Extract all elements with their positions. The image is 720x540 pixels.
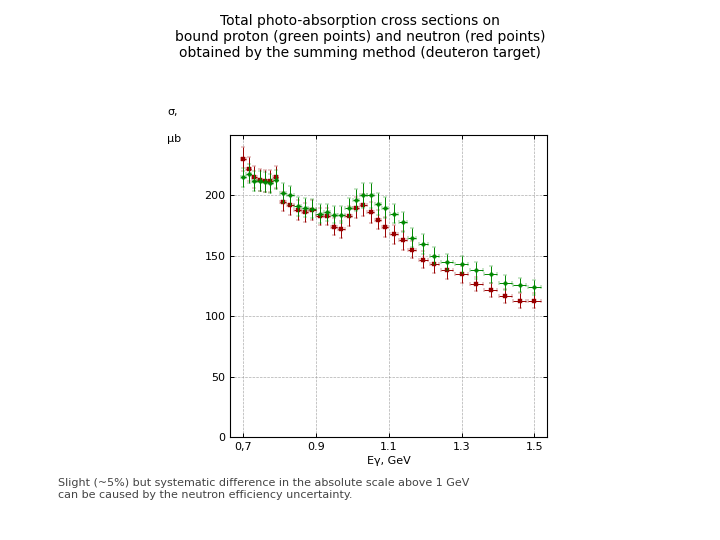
X-axis label: Eγ, GeV: Eγ, GeV — [367, 456, 410, 467]
Text: μb: μb — [167, 134, 181, 144]
Text: Slight (~5%) but systematic difference in the absolute scale above 1 GeV
can be : Slight (~5%) but systematic difference i… — [58, 478, 469, 500]
Text: Total photo-absorption cross sections on
bound proton (green points) and neutron: Total photo-absorption cross sections on… — [175, 14, 545, 60]
Text: σ,: σ, — [167, 107, 178, 117]
